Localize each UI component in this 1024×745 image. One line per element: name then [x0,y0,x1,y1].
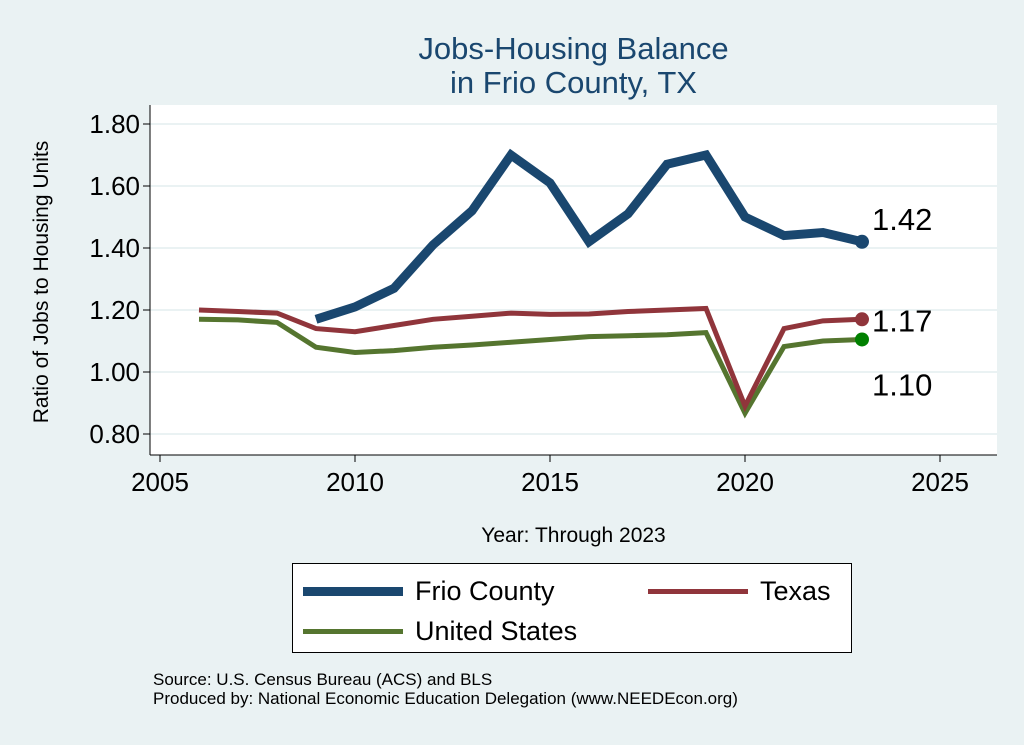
end-value-label: 1.42 [872,202,932,237]
series-line-frio-county [314,148,864,324]
source-note: Source: U.S. Census Bureau (ACS) and BLS… [153,670,738,708]
x-tick-label: 2015 [521,467,579,497]
y-tick-label: 1.00 [89,357,140,387]
source-text: Source: U.S. Census Bureau (ACS) and BLS [153,670,493,689]
end-marker [855,312,869,327]
y-tick-label: 1.20 [89,295,140,325]
legend-item-frio: Frio County [303,576,555,607]
end-value-label: 1.17 [872,303,932,338]
end-value-label: 1.10 [872,367,932,402]
legend-item-texas: Texas [648,576,831,607]
plot-background [150,105,997,455]
x-tick-label: 2010 [326,467,384,497]
legend-swatch [303,629,403,634]
legend: Frio County Texas United States [292,563,852,653]
y-tick-label: 1.40 [89,233,140,263]
legend-label: Frio County [415,576,555,606]
y-axis-label: Ratio of Jobs to Housing Units [30,140,53,424]
legend-swatch [303,587,403,596]
y-tick-label: 0.80 [89,419,140,449]
chart-title-line1: Jobs-Housing Balance [418,31,729,66]
legend-item-us: United States [303,616,577,647]
x-tick-label: 2025 [911,467,969,497]
chart-title-line2: in Frio County, TX [450,65,697,100]
legend-label: United States [415,616,578,646]
end-marker [855,332,869,347]
y-tick-label: 1.60 [89,171,140,201]
x-tick-label: 2005 [131,467,189,497]
x-axis-label: Year: Through 2023 [481,524,666,547]
y-tick-label: 1.80 [89,109,140,139]
x-tick-label: 2020 [716,467,774,497]
producer-text: Produced by: National Economic Education… [153,689,738,708]
series-line-united-states [198,316,863,419]
end-marker [855,234,869,249]
legend-label: Texas [760,576,831,606]
legend-swatch [648,589,748,594]
series-line-texas [198,305,863,413]
